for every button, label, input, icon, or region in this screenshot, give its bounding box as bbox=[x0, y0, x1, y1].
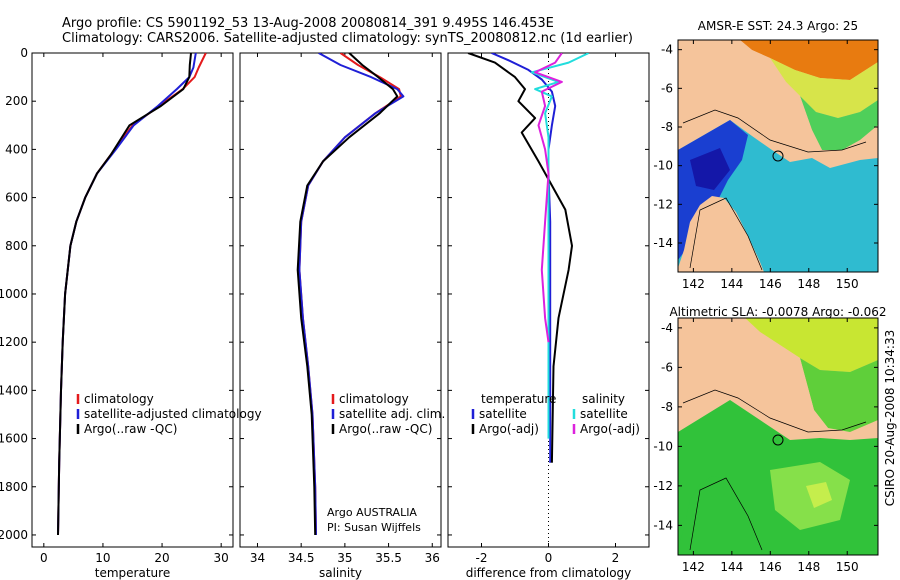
map-x-tick-label: 144 bbox=[720, 277, 743, 291]
legend-label: satellite-adjusted climatology bbox=[84, 407, 262, 421]
map-y-tick-label: -6 bbox=[661, 81, 673, 95]
timestamp-note: CSIRO 20-Aug-2008 10:34:33 bbox=[883, 330, 897, 506]
y-tick-label: 0 bbox=[20, 46, 28, 60]
x-tick-label: 10 bbox=[95, 551, 110, 565]
series-line-argo-adj- bbox=[467, 53, 573, 463]
map-y-tick-label: -10 bbox=[653, 439, 673, 453]
y-tick-label: 1400 bbox=[0, 383, 28, 397]
legend-label: Argo(-adj) bbox=[479, 422, 539, 436]
y-tick-label: 1600 bbox=[0, 432, 28, 446]
map-x-tick-label: 150 bbox=[836, 560, 859, 574]
x-tick-label: 0 bbox=[545, 551, 553, 565]
series-line-satellite-adj-clim- bbox=[298, 53, 405, 536]
y-tick-label: 2000 bbox=[0, 528, 28, 542]
map-y-tick-label: -12 bbox=[653, 479, 673, 493]
map-y-tick-label: -14 bbox=[653, 518, 673, 532]
sst-map: AMSR-E SST: 24.3 Argo: 25 142 144 146 148 15… bbox=[653, 19, 879, 291]
legend-label: Argo(..raw -QC) bbox=[339, 422, 432, 436]
series-line-argo-raw-qc- bbox=[57, 53, 192, 536]
sst-profile-marker bbox=[772, 150, 784, 162]
sla-map-title: Altimetric SLA: -0.0078 Argo: -0.062 bbox=[669, 305, 886, 319]
panel-1-frame bbox=[31, 52, 234, 548]
sla-north-region bbox=[745, 318, 878, 372]
sst-png-land bbox=[678, 40, 822, 152]
legend-label: satellite adj. clim. bbox=[339, 407, 445, 421]
panel-2-frame bbox=[239, 52, 442, 548]
sst-map-frame bbox=[677, 39, 879, 273]
legend-title-salinity: salinity bbox=[582, 392, 625, 406]
legend-title-temperature: temperature bbox=[481, 392, 556, 406]
x-tick-label: 34 bbox=[250, 551, 265, 565]
argo-annotation: PI: Susan Wijffels bbox=[327, 521, 421, 534]
map-x-tick-label: 146 bbox=[759, 560, 782, 574]
y-tick-label: 800 bbox=[5, 239, 28, 253]
sla-map: Altimetric SLA: -0.0078 Argo: -0.062 142… bbox=[653, 305, 886, 574]
sst-cape-york bbox=[678, 196, 764, 272]
y-tick-label: 1800 bbox=[0, 480, 28, 494]
series-line-climatology bbox=[57, 53, 207, 536]
map-y-tick-label: -14 bbox=[653, 236, 673, 250]
sst-green-region bbox=[800, 96, 878, 150]
legend-label: climatology bbox=[339, 392, 409, 406]
map-x-tick-label: 144 bbox=[720, 560, 743, 574]
header-line-2: Climatology: CARS2006. Satellite-adjuste… bbox=[62, 31, 633, 46]
temperature-panel: 0 10 20 30 0 200 400 600 800 1000 1200 1400 1600 1800… bbox=[0, 46, 262, 580]
sla-profile-marker bbox=[772, 434, 784, 446]
y-tick-label: 1200 bbox=[0, 335, 28, 349]
sst-warm-region bbox=[740, 40, 878, 80]
legend-label: satellite bbox=[479, 407, 527, 421]
y-tick-label: 200 bbox=[5, 94, 28, 108]
map-x-tick-label: 150 bbox=[836, 277, 859, 291]
legend-label: Argo(..raw -QC) bbox=[84, 422, 177, 436]
y-tick-label: 1000 bbox=[0, 287, 28, 301]
sst-map-title: AMSR-E SST: 24.3 Argo: 25 bbox=[698, 19, 858, 33]
map-y-tick-label: -8 bbox=[661, 400, 673, 414]
map-x-tick-label: 146 bbox=[759, 277, 782, 291]
legend-label: Argo(-adj) bbox=[580, 422, 640, 436]
x-tick-label: 2 bbox=[612, 551, 620, 565]
x-tick-label: 35.5 bbox=[375, 551, 402, 565]
x-tick-label: -2 bbox=[476, 551, 488, 565]
sst-cool-patch bbox=[678, 120, 748, 260]
x-tick-label: 34.5 bbox=[288, 551, 315, 565]
y-tick-label: 400 bbox=[5, 142, 28, 156]
map-y-tick-label: -10 bbox=[653, 159, 673, 173]
y-tick-label: 600 bbox=[5, 191, 28, 205]
x-tick-label: 30 bbox=[214, 551, 229, 565]
sst-yellow-region bbox=[770, 58, 878, 118]
x-axis-label: temperature bbox=[95, 566, 170, 580]
map-y-tick-label: -8 bbox=[661, 120, 673, 134]
series-line-satellite-adjusted-climatology bbox=[57, 53, 197, 536]
sla-map-frame bbox=[677, 317, 879, 556]
map-y-tick-label: -4 bbox=[661, 43, 673, 57]
legend-label: satellite bbox=[580, 407, 628, 421]
map-x-tick-label: 148 bbox=[797, 277, 820, 291]
x-axis-label: salinity bbox=[319, 566, 362, 580]
legend-label: climatology bbox=[84, 392, 154, 406]
map-y-tick-label: -6 bbox=[661, 360, 673, 374]
sla-png-land bbox=[678, 318, 828, 432]
argo-annotation: Argo AUSTRALIA bbox=[327, 506, 417, 519]
map-y-tick-label: -12 bbox=[653, 197, 673, 211]
series-line-argo-adj- bbox=[534, 53, 563, 343]
x-tick-label: 36 bbox=[425, 551, 440, 565]
map-x-tick-label: 142 bbox=[682, 560, 705, 574]
map-y-tick-label: -4 bbox=[661, 321, 673, 335]
series-line-satellite bbox=[530, 53, 590, 439]
header-line-1: Argo profile: CS 5901192_53 13-Aug-2008 … bbox=[62, 16, 554, 31]
x-tick-label: 0 bbox=[40, 551, 48, 565]
x-tick-label: 20 bbox=[154, 551, 169, 565]
x-tick-label: 35 bbox=[337, 551, 352, 565]
map-x-tick-label: 148 bbox=[797, 560, 820, 574]
map-x-tick-label: 142 bbox=[682, 277, 705, 291]
x-axis-label: difference from climatology bbox=[466, 566, 632, 580]
salinity-panel: 34 34.5 35 35.5 36 salinity climatologysatelli… bbox=[239, 52, 445, 580]
series-line-argo-raw-qc- bbox=[296, 53, 399, 536]
